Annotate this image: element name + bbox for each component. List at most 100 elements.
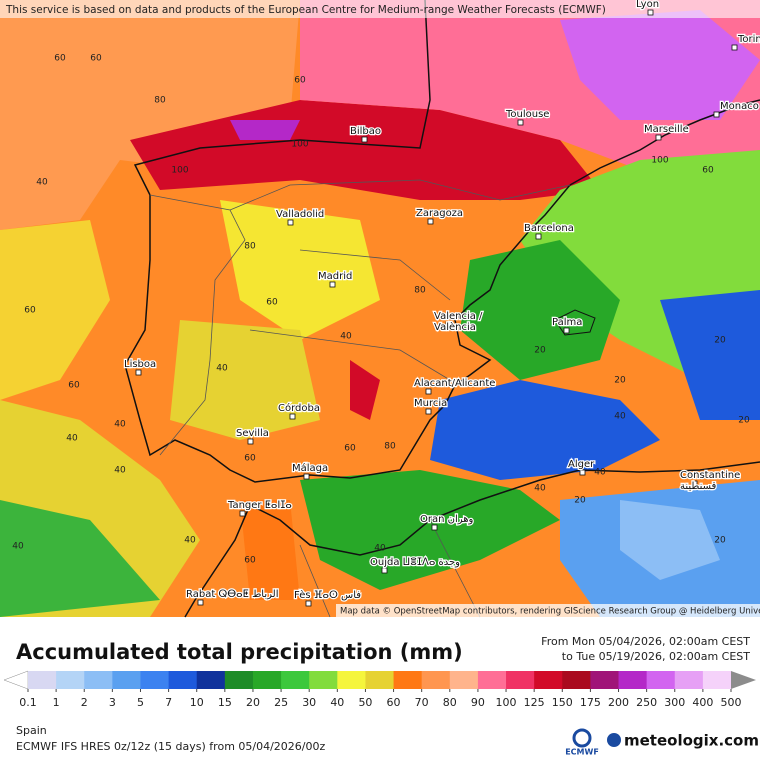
city-marker	[381, 567, 388, 574]
city-label: Madrid	[318, 271, 352, 282]
legend-low	[3, 670, 29, 690]
contour-label: 20	[714, 336, 726, 346]
region: Spain	[16, 724, 47, 737]
city-marker	[247, 438, 254, 445]
city-marker	[517, 119, 524, 126]
legend-swatch	[140, 671, 170, 689]
legend-swatch	[393, 671, 423, 689]
legend-swatch	[281, 671, 310, 689]
legend-swatch	[646, 671, 676, 689]
city-marker	[303, 473, 310, 480]
legend-swatch	[562, 671, 591, 689]
legend-swatch	[28, 671, 57, 689]
legend-label: 2	[81, 696, 88, 709]
city-label: Torino	[737, 34, 760, 45]
city-marker	[445, 321, 452, 328]
city-marker	[563, 327, 570, 334]
brand-icon	[607, 733, 621, 747]
legend-label: 250	[636, 696, 657, 709]
city-marker	[535, 233, 542, 240]
legend-label: 125	[524, 696, 545, 709]
contour-label: 60	[344, 444, 356, 454]
brand: meteologix.com	[624, 732, 759, 750]
city-marker	[427, 218, 434, 225]
contour-label: 40	[36, 178, 48, 188]
contour-label: 80	[414, 286, 426, 296]
city-label: Oran وهران	[420, 514, 474, 525]
legend-label: 3	[109, 696, 116, 709]
model: ECMWF IFS HRES 0z/12z (15 days) from 05/…	[16, 740, 326, 753]
attribution: This service is based on data and produc…	[5, 4, 606, 16]
map: This service is based on data and produc…	[0, 0, 760, 618]
city-label: Tanger ⵟⴰⵏⵊⴰ	[227, 500, 292, 511]
ecmwf-icon	[572, 728, 592, 748]
city-marker	[425, 408, 432, 415]
legend-label: 80	[443, 696, 457, 709]
city-label: Lisboa	[124, 359, 156, 370]
legend-panel: Accumulated total precipitation (mm) Fro…	[3, 635, 759, 757]
legend-swatch	[112, 671, 141, 689]
city-label: Barcelona	[524, 223, 574, 234]
contour-label: 40	[614, 412, 626, 422]
legend-label: 200	[608, 696, 629, 709]
period-from: From Mon 05/04/2026, 02:00am CEST	[541, 635, 750, 648]
city-label: Alacant/Alicante	[414, 378, 495, 389]
city-marker	[135, 369, 142, 376]
city-marker	[329, 281, 336, 288]
legend-swatch	[196, 671, 226, 689]
legend-label: 400	[692, 696, 713, 709]
legend-label: 50	[358, 696, 372, 709]
contour-label: 60	[54, 54, 66, 64]
city-label: Córdoba	[278, 402, 320, 414]
contour-label: 80	[384, 442, 396, 452]
contour-label: 60	[68, 381, 80, 391]
legend-swatch	[702, 671, 732, 689]
city-label: Monaco	[720, 101, 759, 112]
contour-label: 60	[244, 556, 256, 566]
city-label: Alger	[568, 459, 595, 470]
legend-swatch	[590, 671, 620, 689]
city-marker	[647, 9, 654, 16]
city-label: Valladolid	[276, 209, 324, 220]
contour-label: 40	[114, 420, 126, 430]
contour-label: 40	[374, 544, 386, 554]
city-marker	[425, 388, 432, 395]
legend-label: 40	[330, 696, 344, 709]
contour-label: 60	[244, 454, 256, 464]
legend-swatch	[252, 671, 282, 689]
contour-label: 60	[24, 306, 36, 316]
contour-label: 20	[574, 496, 586, 506]
contour-label: 20	[738, 416, 750, 426]
map-credit: Map data © OpenStreetMap contributors, r…	[340, 607, 760, 617]
contour-label: 100	[291, 140, 308, 150]
legend-swatch	[618, 671, 648, 689]
city-marker	[287, 219, 294, 226]
ecmwf-logo: ECMWF	[565, 748, 599, 757]
legend-swatch	[421, 671, 451, 689]
contour-label: 100	[651, 156, 668, 166]
legend-label: 10	[190, 696, 204, 709]
city-label: Rabat ⵕⴱⴰⵟ الرباط	[186, 589, 278, 600]
legend-high	[731, 671, 756, 689]
city-marker	[361, 136, 368, 143]
legend-label: 0.1	[19, 696, 37, 709]
contour-label: 40	[114, 466, 126, 476]
legend-label: 500	[721, 696, 742, 709]
legend-label: 1	[53, 696, 60, 709]
contour-label: 40	[216, 364, 228, 374]
legend-swatch	[534, 671, 563, 689]
city-marker	[731, 44, 738, 51]
legend-label: 175	[580, 696, 601, 709]
legend-label: 100	[496, 696, 517, 709]
city-label: Oujda ⵡⴻⵊⴷⴰ وجدة	[370, 557, 460, 568]
legend-label: 7	[165, 696, 172, 709]
legend-label: 25	[274, 696, 288, 709]
legend-label: 30	[302, 696, 316, 709]
legend-swatch	[506, 671, 535, 689]
city-label: Valencia / València	[434, 311, 483, 333]
city-label: Fès ⴼⴰⵙ فاس	[294, 589, 361, 601]
city-marker	[655, 134, 662, 141]
city-marker	[197, 599, 204, 606]
legend-swatch	[84, 671, 113, 689]
